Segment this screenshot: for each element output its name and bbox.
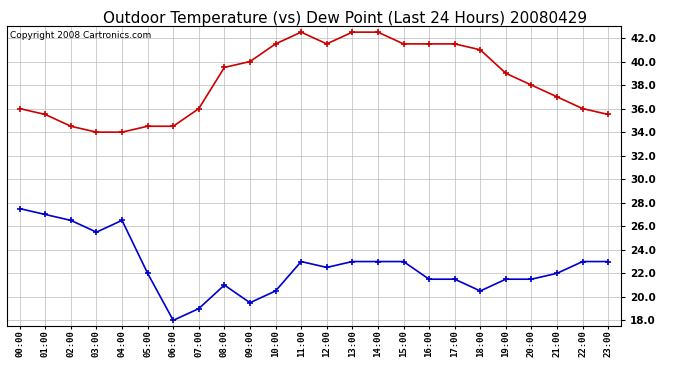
Text: Copyright 2008 Cartronics.com: Copyright 2008 Cartronics.com (10, 31, 151, 40)
Text: Outdoor Temperature (vs) Dew Point (Last 24 Hours) 20080429: Outdoor Temperature (vs) Dew Point (Last… (103, 11, 587, 26)
